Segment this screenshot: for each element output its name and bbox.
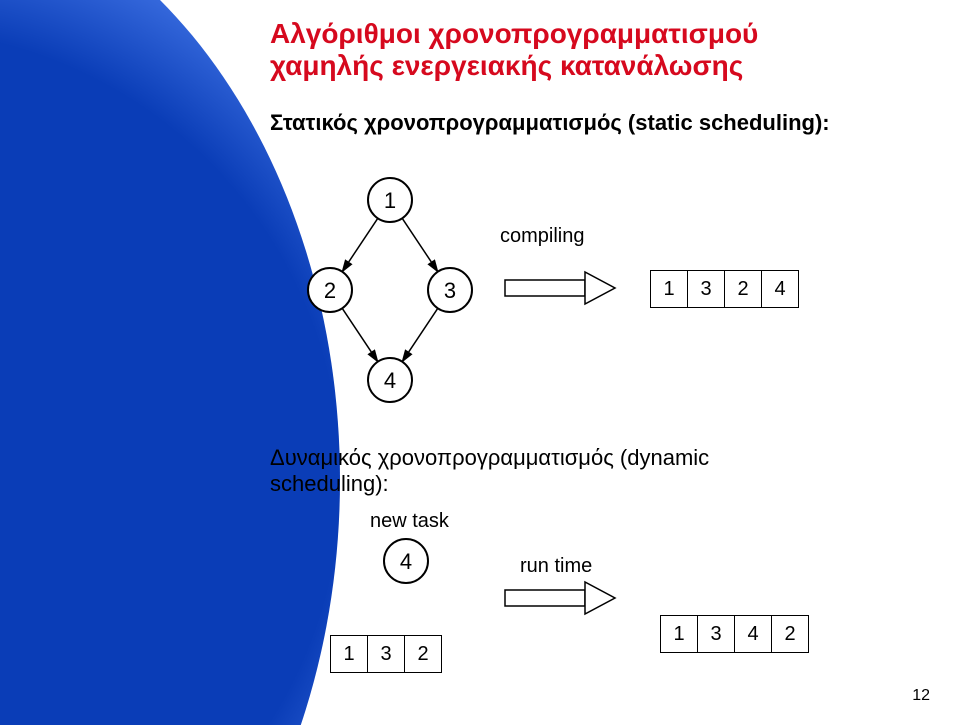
svg-text:1: 1 <box>384 188 396 213</box>
svg-text:3: 3 <box>444 278 456 303</box>
dynamic-output-sequence: 1342 <box>660 615 809 653</box>
page-number: 12 <box>912 687 930 705</box>
new-task-label: new task <box>370 510 449 533</box>
static-sequence: 1324 <box>650 270 799 308</box>
dynamic-input-sequence: 132 <box>330 635 442 673</box>
svg-text:2: 2 <box>324 278 336 303</box>
dynamic-heading: Δυναμικός χρονοπρογραμματισμός (dynamics… <box>270 445 709 497</box>
compiling-label: compiling <box>500 225 584 248</box>
svg-text:4: 4 <box>384 368 396 393</box>
static-graph: 1234 <box>0 0 960 725</box>
runtime-label: run time <box>520 555 592 578</box>
svg-text:4: 4 <box>400 549 412 574</box>
new-task-node: 4 <box>380 535 440 595</box>
